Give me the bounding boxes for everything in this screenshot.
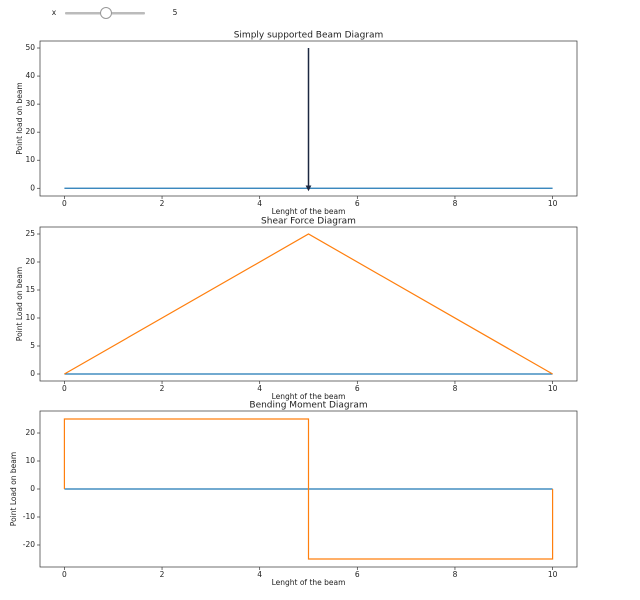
series-line (63, 418, 554, 560)
x-tick-label: 8 (453, 199, 458, 208)
y-tick-label: 10 (25, 313, 35, 322)
slider-value: 5 (173, 8, 178, 17)
y-tick-label: 0 (30, 484, 35, 493)
x-axis-label: Lenght of the beam (272, 207, 346, 216)
y-tick-label: 0 (30, 183, 35, 192)
x-axis-label: Lenght of the beam (272, 392, 346, 401)
x-tick-label: 6 (355, 384, 360, 393)
plot-frame (39, 40, 578, 197)
plot-frame (39, 226, 578, 382)
x-tick-label: 6 (355, 199, 360, 208)
chart-title: Shear Force Diagram (261, 217, 356, 227)
y-tick-label: 15 (25, 285, 35, 294)
x-tick-label: 2 (160, 199, 165, 208)
x-tick-label: 0 (62, 199, 67, 208)
plot-frame (39, 410, 578, 568)
x-tick-label: 6 (355, 570, 360, 579)
x-tick-label: 8 (453, 384, 458, 393)
slider-label: x (52, 8, 57, 17)
y-tick-label: -10 (23, 512, 35, 521)
y-tick-label: 0 (30, 369, 35, 378)
y-axis-label: Point Load on beam (9, 452, 18, 526)
x-axis-label: Lenght of the beam (272, 578, 346, 587)
x-tick-label: 4 (257, 384, 262, 393)
x-tick-label: 10 (548, 384, 558, 393)
x-tick-label: 2 (160, 384, 165, 393)
x-tick-label: 4 (257, 199, 262, 208)
y-tick-label: 10 (25, 155, 35, 164)
chart-title: Simply supported Beam Diagram (234, 31, 384, 41)
y-tick-label: 5 (30, 341, 35, 350)
x-tick-label: 4 (257, 570, 262, 579)
y-tick-label: 20 (25, 127, 35, 136)
x-tick-label: 0 (62, 570, 67, 579)
x-tick-label: 10 (548, 199, 558, 208)
y-tick-label: 30 (25, 99, 35, 108)
slider-knob[interactable] (100, 7, 112, 19)
x-tick-label: 8 (453, 570, 458, 579)
y-tick-label: 20 (25, 428, 35, 437)
chart-title: Bending Moment Diagram (249, 401, 367, 411)
y-axis-label: Point load on beam (15, 82, 24, 154)
y-tick-label: -20 (23, 540, 35, 549)
y-tick-label: 50 (25, 43, 35, 52)
y-tick-label: 20 (25, 257, 35, 266)
y-tick-label: 40 (25, 71, 35, 80)
x-tick-label: 2 (160, 570, 165, 579)
y-tick-label: 25 (25, 229, 35, 238)
y-axis-label: Point Load on beam (15, 267, 24, 341)
x-tick-label: 10 (548, 570, 558, 579)
y-tick-label: 10 (25, 456, 35, 465)
series-line (64, 233, 553, 375)
x-tick-label: 0 (62, 384, 67, 393)
